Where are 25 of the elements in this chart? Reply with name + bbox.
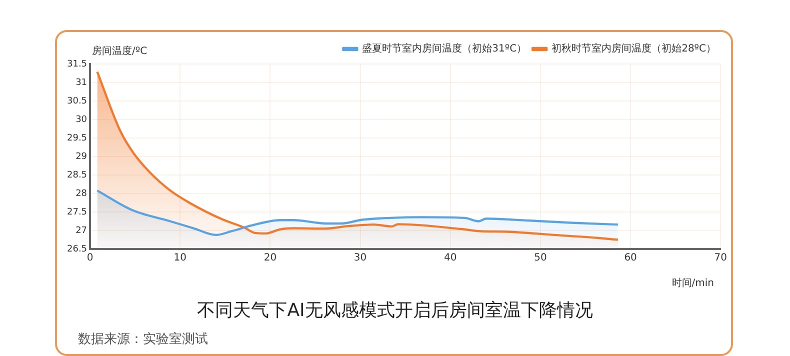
y-tick-label: 28 xyxy=(76,188,88,199)
y-tick-label: 26.5 xyxy=(66,244,88,254)
y-tick-label: 30.5 xyxy=(66,96,88,106)
x-tick-label: 50 xyxy=(534,252,547,264)
y-tick-label: 28.5 xyxy=(66,170,88,180)
x-tick-label: 30 xyxy=(354,252,367,264)
x-axis-title: 时间/min xyxy=(672,276,714,290)
y-tick-label: 27 xyxy=(76,226,88,236)
x-tick-label: 10 xyxy=(174,252,186,264)
x-tick-label: 70 xyxy=(714,252,728,264)
y-tick-label: 30 xyxy=(76,114,88,125)
legend-label: 盛夏时节室内房间温度（初始31ºC） xyxy=(362,42,527,55)
y-tick-label: 31 xyxy=(76,78,88,88)
y-tick-label: 29.5 xyxy=(66,133,88,144)
x-tick-label: 40 xyxy=(444,252,457,264)
y-tick-label: 31.5 xyxy=(66,59,88,70)
text: 不同天气下AI无风感模式开启后房间室温下降情况 xyxy=(196,299,594,322)
x-tick-label: 60 xyxy=(624,252,637,264)
source-note: 数据来源：实验室测试 xyxy=(78,332,208,348)
y-tick-label: 29 xyxy=(76,152,88,162)
x-tick-label: 20 xyxy=(264,252,277,264)
legend-label: 初秋时节室内房间温度（初始28ºC） xyxy=(552,42,716,55)
y-axis-title: 房间温度/ºC xyxy=(92,44,148,58)
x-tick-label: 0 xyxy=(86,252,94,264)
y-tick-label: 27.5 xyxy=(66,207,88,218)
